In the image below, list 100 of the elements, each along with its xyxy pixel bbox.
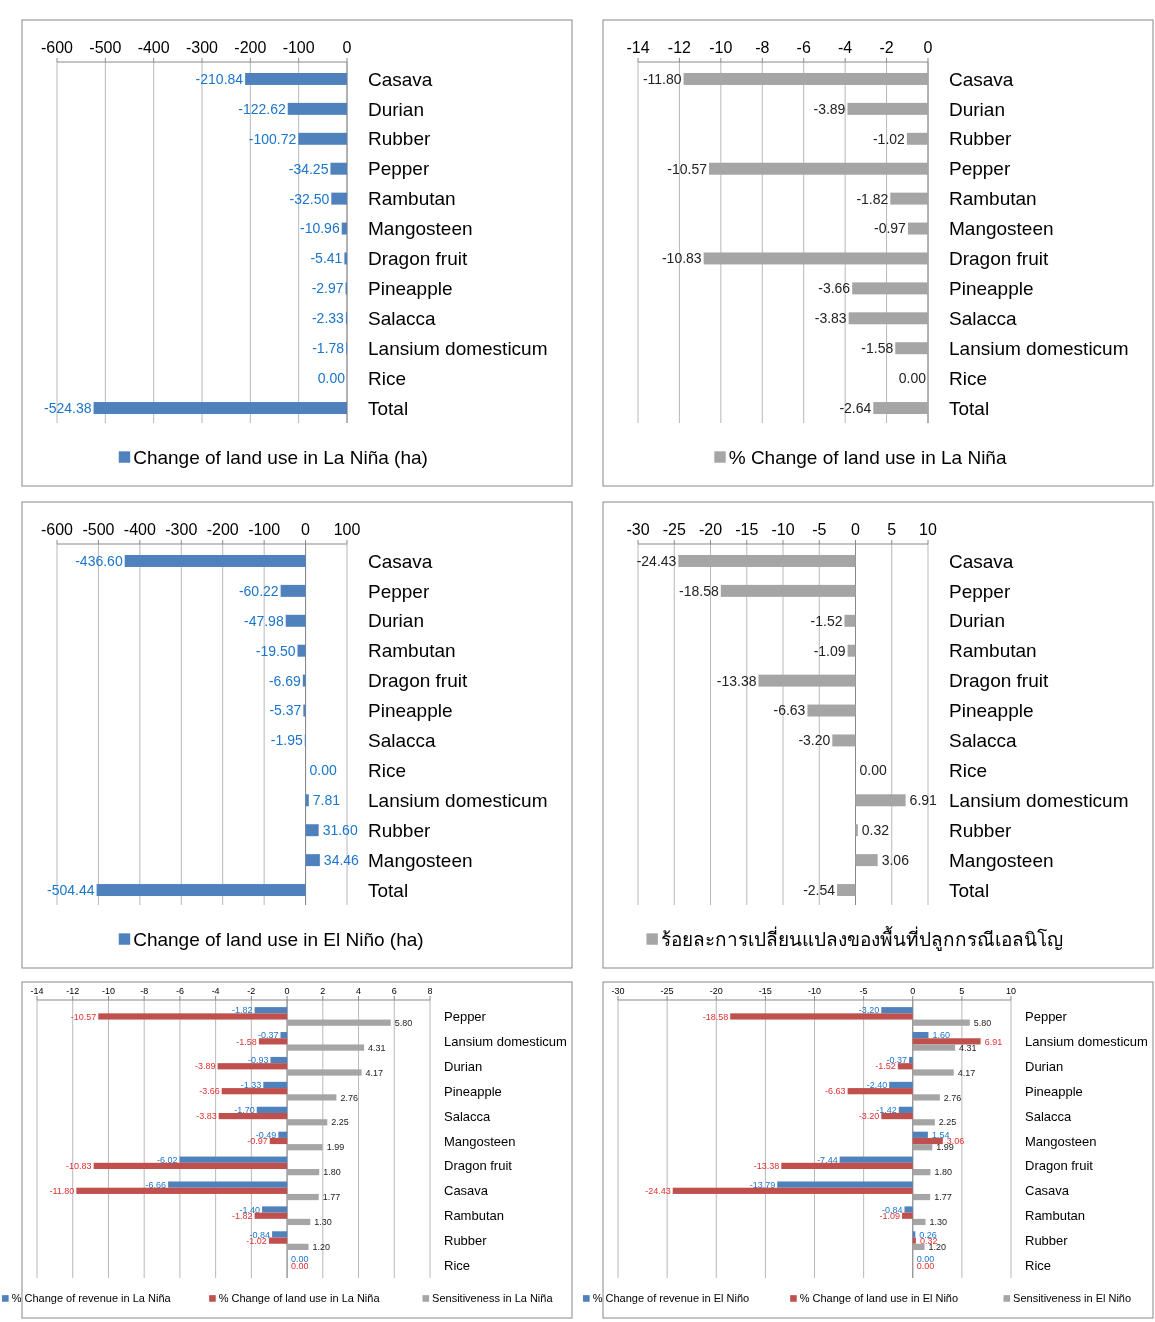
bar [287, 1193, 319, 1201]
data-label: -34.25 [288, 160, 329, 177]
bar [881, 1112, 913, 1120]
data-label: 2.25 [938, 1117, 957, 1128]
bar [912, 1144, 933, 1151]
data-label: 4.31 [368, 1042, 386, 1053]
y-tick-label: Total [368, 397, 409, 419]
data-label: -3.20 [798, 732, 831, 749]
bar [912, 1131, 928, 1138]
y-tick-label: Mangosteen [444, 1133, 516, 1149]
bar [832, 734, 856, 747]
y-tick-label: Rubber [368, 819, 431, 841]
legend-label: Change of land use in El Niño (ha) [133, 928, 424, 950]
data-label: -3.20 [858, 1111, 880, 1122]
bar [96, 884, 306, 897]
bar [254, 1212, 288, 1219]
y-tick-label: Rice [368, 367, 407, 389]
y-tick-label: Lansium domesticum [949, 789, 1129, 811]
data-label: -6.63 [825, 1086, 846, 1097]
data-label: -0.97 [873, 220, 907, 237]
data-label: -32.50 [289, 190, 330, 207]
bar [287, 1243, 309, 1250]
x-tick-label: -25 [660, 986, 674, 996]
bar [672, 1187, 913, 1194]
data-label: -18.58 [679, 582, 719, 599]
x-tick-label: -100 [248, 521, 281, 538]
bar [844, 614, 856, 627]
y-tick-label: Rubber [949, 819, 1012, 841]
bar [269, 1137, 288, 1145]
x-tick-label: -8 [755, 39, 770, 56]
bar [168, 1181, 288, 1188]
bar [287, 1144, 323, 1151]
bar [855, 854, 878, 867]
data-label: -3.83 [196, 1111, 217, 1122]
bar [302, 674, 306, 687]
y-tick-label: Mangosteen [368, 849, 473, 871]
data-label: 1.80 [323, 1167, 341, 1178]
bar [897, 1063, 913, 1070]
y-tick-label: Dragon fruit [949, 248, 1049, 270]
x-tick-label: -300 [185, 39, 219, 56]
bar [76, 1187, 288, 1194]
y-tick-label: Total [368, 879, 409, 901]
data-label: -2.54 [803, 881, 836, 898]
data-label: -5.37 [269, 702, 302, 719]
y-tick-label: Pineapple [444, 1083, 502, 1099]
x-tick-label: -500 [82, 521, 115, 538]
y-tick-label: Salacca [949, 307, 1018, 329]
legend-label: Sensitiveness in La Niña [432, 1292, 554, 1305]
x-tick-label: -200 [234, 39, 267, 56]
data-label: 4.17 [365, 1067, 384, 1078]
y-tick-label: Rambutan [1025, 1208, 1085, 1224]
y-tick-label: Casava [368, 68, 433, 90]
x-tick-label: 10 [1005, 986, 1017, 996]
bar [881, 1007, 913, 1014]
x-tick-label: -15 [758, 986, 772, 996]
data-label: -13.38 [716, 672, 757, 689]
data-label: -19.50 [255, 642, 296, 659]
y-tick-label: Rambutan [949, 188, 1037, 210]
data-label: -3.89 [195, 1061, 216, 1072]
y-tick-label: Dragon fruit [1025, 1158, 1094, 1174]
data-label: -10.83 [661, 250, 702, 267]
data-label: 5.80 [394, 1017, 413, 1028]
bar [898, 1106, 913, 1113]
data-label: -524.38 [44, 399, 92, 416]
x-tick-label: -25 [662, 521, 686, 538]
data-label: 0.00 [898, 370, 927, 387]
y-tick-label: Rice [1025, 1258, 1052, 1274]
y-tick-label: Lansium domesticum [1025, 1033, 1148, 1049]
legend-label: Change of land use in La Niña (ha) [133, 446, 428, 468]
data-label: -2.64 [839, 399, 872, 416]
y-tick-label: Lansium domesticum [444, 1033, 567, 1049]
y-tick-label: Casava [1025, 1183, 1070, 1199]
x-tick-label: -30 [626, 521, 650, 538]
data-label: -11.80 [642, 70, 682, 87]
data-label: -10.57 [70, 1011, 97, 1022]
bar [254, 1007, 288, 1014]
x-tick-label: 0 [342, 39, 352, 56]
data-label: -0.93 [247, 1055, 269, 1066]
y-tick-label: Rubber [444, 1233, 488, 1249]
data-label: -6.63 [773, 702, 806, 719]
data-label: -1.58 [861, 340, 894, 357]
y-tick-label: Pepper [368, 158, 430, 180]
data-label: -10.83 [66, 1161, 92, 1172]
bar [268, 1237, 288, 1244]
data-label: -5.41 [310, 250, 343, 267]
bar [278, 1131, 288, 1138]
y-tick-label: Rice [949, 367, 988, 389]
y-tick-label: Salacca [1025, 1108, 1073, 1124]
x-tick-label: -12 [66, 986, 80, 996]
bar [807, 704, 856, 717]
data-label: -7.44 [817, 1154, 838, 1165]
y-tick-label: Rice [949, 760, 988, 782]
bar [847, 644, 856, 657]
bar [287, 1019, 391, 1026]
legend-label: % Change of land use in La Niña [728, 446, 1007, 468]
data-label: -6.02 [157, 1154, 178, 1165]
data-label: 0.00 [859, 762, 887, 779]
bar [909, 1056, 913, 1064]
y-tick-label: Rambutan [368, 188, 456, 210]
legend-label: % Change of revenue in El Niño [592, 1292, 750, 1305]
